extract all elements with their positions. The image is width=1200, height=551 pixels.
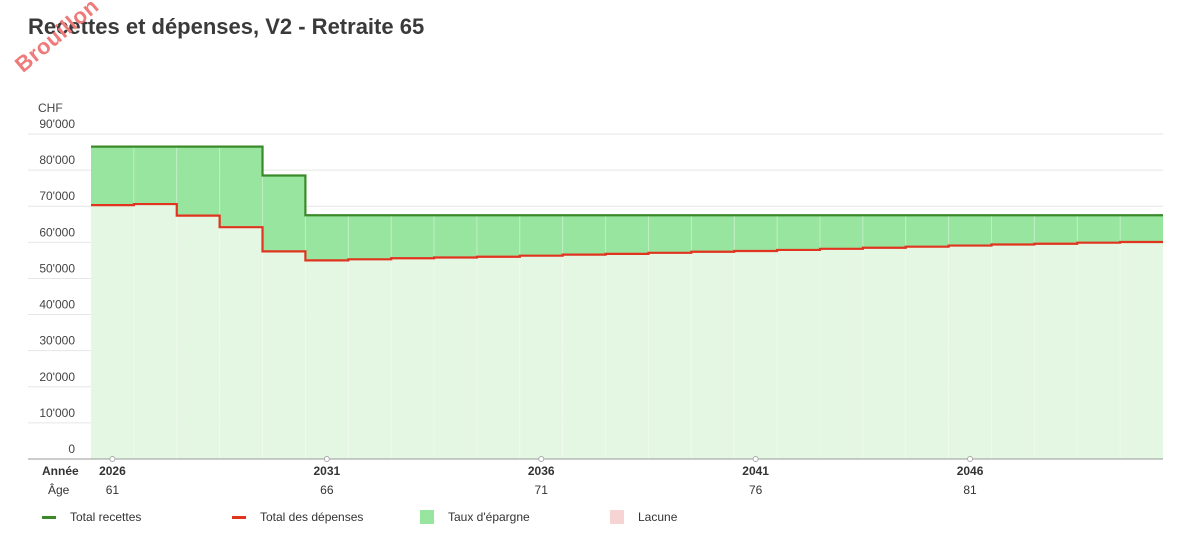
savings-area	[562, 215, 606, 255]
savings-area	[734, 215, 778, 251]
savings-area	[1077, 215, 1121, 243]
legend: Total recettes Total des dépenses Taux d…	[0, 510, 1200, 532]
expense-area	[305, 260, 349, 459]
expense-area	[648, 252, 692, 459]
savings-area	[1034, 215, 1078, 244]
savings-area	[348, 215, 392, 260]
legend-label-taux-epargne: Taux d'épargne	[448, 510, 530, 524]
expense-area	[391, 258, 435, 459]
y-tick-label: 70'000	[39, 189, 75, 203]
x-tick-label: 2046	[957, 464, 984, 478]
savings-area	[605, 215, 649, 254]
expense-area	[1077, 242, 1121, 459]
savings-area	[219, 146, 263, 228]
expense-area	[991, 244, 1035, 459]
legend-label-total-depenses: Total des dépenses	[260, 510, 364, 524]
series-total-recettes	[91, 145, 1163, 217]
legend-item-total-recettes[interactable]: Total recettes	[42, 510, 141, 524]
legend-swatch-total-depenses	[232, 515, 246, 519]
chart: 0 10'000 20'000 30'000 40'000 50'000 60'000 70'…	[28, 101, 1163, 497]
legend-swatch-taux-epargne	[420, 510, 434, 524]
savings-area	[777, 215, 820, 250]
expense-area	[262, 251, 306, 459]
y-tick-label: 40'000	[39, 298, 75, 312]
series-total-depenses	[91, 202, 1163, 262]
expense-area	[734, 251, 778, 459]
x-tick-label: 2031	[313, 464, 340, 478]
expense-area	[434, 257, 477, 459]
legend-item-taux-epargne[interactable]: Taux d'épargne	[420, 510, 530, 524]
expense-area	[219, 227, 263, 459]
x-tick-label: 2036	[528, 464, 555, 478]
expense-area	[91, 205, 134, 459]
y-tick-label: 80'000	[39, 153, 75, 167]
legend-item-total-depenses[interactable]: Total des dépenses	[232, 510, 363, 524]
savings-area	[476, 215, 520, 257]
legend-label-total-recettes: Total recettes	[70, 510, 142, 524]
age-tick-label: 76	[749, 483, 763, 497]
savings-area	[262, 175, 306, 252]
savings-area	[948, 215, 992, 246]
savings-area	[91, 146, 134, 206]
expense-area	[777, 249, 820, 459]
x-tick-marker	[323, 456, 330, 462]
y-tick-label: 90'000	[39, 117, 75, 131]
expense-area	[819, 248, 863, 459]
savings-area	[519, 215, 563, 256]
age-tick-label: 66	[320, 483, 334, 497]
savings-area	[434, 215, 477, 258]
chart-title: Recettes et dépenses, V2 - Retraite 65	[28, 14, 425, 39]
y-tick-label: 20'000	[39, 370, 75, 384]
expense-area	[948, 245, 992, 459]
expense-area	[519, 255, 563, 459]
expense-area	[605, 253, 649, 459]
savings-area	[862, 215, 906, 248]
age-tick-label: 71	[535, 483, 549, 497]
y-tick-label: 60'000	[39, 225, 75, 239]
y-tick-label: 0	[68, 442, 75, 456]
expense-area	[862, 247, 906, 459]
expense-area	[1120, 241, 1163, 459]
x-row-label: Année	[42, 464, 79, 478]
savings-area	[391, 215, 435, 259]
legend-swatch-lacune	[610, 510, 624, 524]
y-tick-label: 30'000	[39, 334, 75, 348]
savings-area	[991, 215, 1035, 245]
y-tick-label: 10'000	[39, 406, 75, 420]
savings-area	[905, 215, 949, 247]
savings-area	[133, 146, 177, 205]
x-tick-marker	[967, 456, 974, 462]
savings-area	[305, 215, 349, 261]
legend-swatch-total-recettes	[42, 515, 56, 519]
x-tick-marker	[752, 456, 759, 462]
savings-area	[691, 215, 735, 252]
age-tick-label: 81	[963, 483, 977, 497]
x-tick-label: 2026	[99, 464, 126, 478]
x-tick-label: 2041	[742, 464, 769, 478]
age-row-label: Âge	[48, 482, 70, 497]
expense-area	[905, 246, 949, 459]
expense-area	[476, 256, 520, 459]
savings-area	[648, 215, 692, 253]
legend-item-lacune[interactable]: Lacune	[610, 510, 677, 524]
savings-area	[176, 146, 220, 216]
y-axis-unit: CHF	[38, 101, 63, 115]
y-tick-label: 50'000	[39, 261, 75, 275]
expense-area	[348, 259, 392, 459]
expense-area	[133, 204, 177, 459]
age-tick-label: 61	[106, 483, 120, 497]
expense-area	[1034, 243, 1078, 459]
expense-area	[562, 254, 606, 459]
savings-area	[819, 215, 863, 249]
legend-label-lacune: Lacune	[638, 510, 678, 524]
savings-area	[1120, 215, 1163, 242]
expense-area	[691, 251, 735, 459]
expense-area	[176, 215, 220, 459]
x-tick-marker	[109, 456, 116, 462]
x-tick-marker	[538, 456, 545, 462]
